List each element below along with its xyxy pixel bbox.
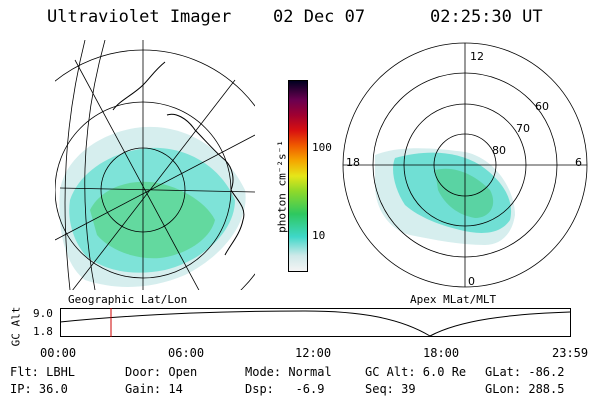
meta-glat: GLat: -86.2: [485, 365, 565, 379]
meta-glon: GLon: 288.5: [485, 382, 565, 396]
colorbar-tick-10: 10: [312, 229, 326, 242]
mlat-mlt-grid: [342, 42, 588, 288]
mlt-label-0: 0: [468, 275, 475, 288]
polar-map: 12 18 6 0 60 70 80: [342, 42, 588, 288]
mlt-label-6: 6: [575, 156, 582, 169]
altitude-xtick-2359: 23:59: [552, 346, 589, 360]
meta-dsp: Dsp: -6.9: [245, 382, 325, 396]
altitude-plot: [60, 308, 571, 337]
time-label: 02:25:30 UT: [430, 7, 543, 27]
apex-label: Apex MLat/MLT: [410, 293, 497, 306]
altitude-ylabel: GC Alt: [9, 306, 23, 347]
geographic-map: [55, 40, 255, 290]
aurora-oval: [375, 148, 515, 245]
altitude-xtick-1800: 18:00: [423, 346, 460, 360]
altitude-ytick-1: 1.8: [33, 325, 53, 338]
date-label: 02 Dec 07: [273, 7, 366, 27]
mlt-label-12: 12: [470, 50, 484, 63]
lat-lon-grid: [55, 40, 255, 290]
altitude-xtick-0600: 06:00: [168, 346, 205, 360]
altitude-xtick-1200: 12:00: [295, 346, 332, 360]
lat-label-80: 80: [492, 144, 506, 157]
meta-door: Door: Open: [125, 365, 198, 379]
altitude-curve: [60, 310, 571, 337]
meta-seq: Seq: 39: [365, 382, 416, 396]
app-title: Ultraviolet Imager: [47, 7, 232, 27]
meta-filter: Flt: LBHL: [10, 365, 76, 379]
lat-label-60: 60: [535, 100, 549, 113]
geographic-label: Geographic Lat/Lon: [68, 293, 188, 306]
lat-label-70: 70: [516, 122, 530, 135]
colorbar-unit-label: photon cm⁻²s⁻¹: [275, 140, 289, 233]
meta-gc-alt: GC Alt: 6.0 Re: [365, 365, 467, 379]
colorbar-tick-100: 100: [312, 141, 332, 154]
meta-gain: Gain: 14: [125, 382, 183, 396]
altitude-ytick-9: 9.0: [33, 307, 53, 320]
colorbar: [288, 80, 308, 272]
mlt-label-18: 18: [346, 156, 360, 169]
meta-mode: Mode: Normal: [245, 365, 332, 379]
altitude-xtick-0000: 00:00: [40, 346, 77, 360]
meta-ip: IP: 36.0: [10, 382, 68, 396]
